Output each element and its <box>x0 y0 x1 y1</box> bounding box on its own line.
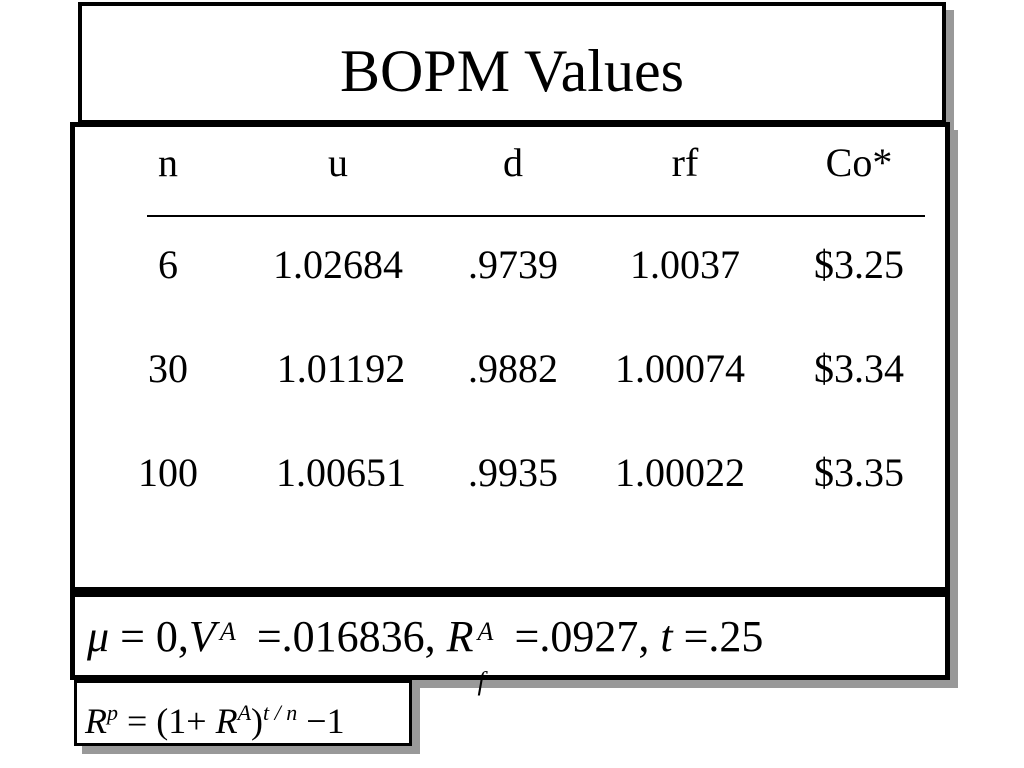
riskfree-superscript: A <box>477 617 494 646</box>
table-cell: 30 <box>148 346 188 391</box>
annual-rate-superscript: A <box>237 700 252 725</box>
parameters-formula-box: μ = 0,VAe =.016836, RAf =.0927, t =.25 <box>70 592 950 695</box>
table-cell: 1.00651 <box>276 450 406 495</box>
formula-part: =.25 <box>672 612 764 661</box>
formula-part: ) <box>251 701 264 741</box>
table-cell: .9882 <box>468 346 558 391</box>
riskfree-symbol: R <box>446 612 474 661</box>
formula-part: =.016836, <box>245 612 447 661</box>
table-cell: 1.0037 <box>630 242 740 287</box>
header-u: u <box>328 140 348 185</box>
period-rate-formula: Rp = (1+ RA)t / n −1 <box>85 691 345 743</box>
values-table: n u d rf Co* 6 1.02684 .9739 1.0037 $3.2… <box>70 122 950 592</box>
formula-part: = 0, <box>109 612 189 661</box>
table-cell: 1.02684 <box>273 242 403 287</box>
table-cell: 1.01192 <box>276 346 406 391</box>
variance-superscript: A <box>219 617 236 646</box>
header-n: n <box>158 140 178 185</box>
riskfree-subscript: f <box>477 667 485 696</box>
variance-symbol: V <box>188 612 216 661</box>
table-cell: 100 <box>138 450 198 495</box>
rate-superscript: p <box>107 700 118 725</box>
parameters-formula: μ = 0,VAe =.016836, RAf =.0927, t =.25 <box>87 607 764 695</box>
formula-part: = (1+ <box>118 701 216 741</box>
annual-rate-symbol: R <box>215 701 238 741</box>
table-cell: $3.35 <box>814 450 904 495</box>
title-box: BOPM Values <box>78 2 946 124</box>
variance-indices: Ae <box>216 619 246 695</box>
table-cell: 6 <box>158 242 178 287</box>
table-cell: 1.00022 <box>615 450 745 495</box>
formula-part: −1 <box>297 701 345 741</box>
mu-symbol: μ <box>87 612 110 661</box>
header-d: d <box>503 140 523 185</box>
header-divider <box>147 215 925 217</box>
header-co: Co* <box>825 140 893 185</box>
table-cell: .9739 <box>468 242 558 287</box>
rate-symbol: R <box>85 701 107 741</box>
table-cell: 1.00074 <box>615 346 745 391</box>
time-symbol: t <box>660 612 673 661</box>
table-cell: .9935 <box>468 450 558 495</box>
slide-title: BOPM Values <box>340 38 684 104</box>
table-cell: $3.25 <box>814 242 904 287</box>
formula-part: =.0927, <box>503 612 661 661</box>
exponent: t / n <box>263 700 298 725</box>
period-rate-formula-box: Rp = (1+ RA)t / n −1 <box>74 680 412 746</box>
table-cell: $3.34 <box>814 346 904 391</box>
header-rf: rf <box>671 140 699 185</box>
